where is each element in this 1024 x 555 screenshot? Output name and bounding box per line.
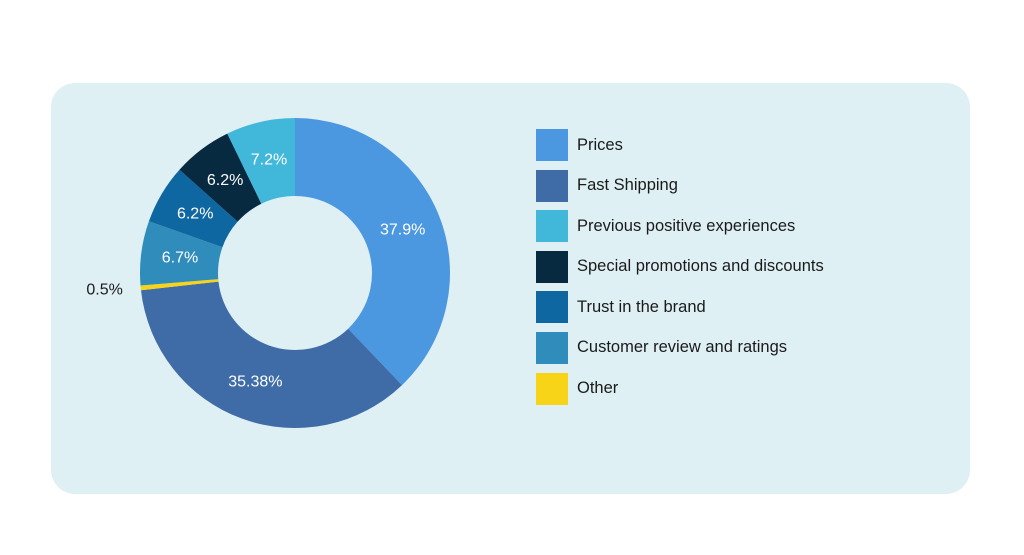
- slice-label: 0.5%: [86, 282, 122, 299]
- slice-label: 6.2%: [207, 172, 243, 189]
- donut-slice: [140, 281, 403, 428]
- slice-label: 7.2%: [251, 151, 287, 168]
- legend-item: Other: [536, 372, 824, 405]
- slice-label: 37.9%: [380, 221, 425, 238]
- legend-swatch: [536, 129, 568, 161]
- legend-item: Previous positive experiences: [536, 210, 824, 243]
- legend-label: Customer review and ratings: [577, 338, 788, 357]
- slice-label: 6.2%: [177, 205, 213, 222]
- legend-label: Previous positive experiences: [577, 216, 796, 235]
- donut-slice: [179, 133, 262, 222]
- legend-item: Fast Shipping: [536, 169, 824, 202]
- legend-label: Special promotions and discounts: [577, 257, 824, 276]
- legend-item: Trust in the brand: [536, 291, 824, 324]
- legend-label: Trust in the brand: [577, 297, 706, 316]
- donut-slice: [227, 118, 295, 204]
- legend-label: Prices: [577, 135, 623, 154]
- slice-label: 35.38%: [228, 374, 282, 391]
- legend-swatch: [536, 250, 568, 283]
- legend: Prices Fast Shipping Previous positive e…: [536, 129, 824, 413]
- legend-swatch: [536, 169, 568, 202]
- slice-label: 6.7%: [162, 249, 198, 266]
- legend-swatch: [536, 291, 568, 324]
- legend-label: Other: [577, 379, 619, 398]
- legend-label: Fast Shipping: [577, 176, 678, 195]
- legend-item: Prices: [536, 129, 824, 161]
- donut-slice: [148, 169, 238, 248]
- donut-slice: [140, 279, 219, 291]
- legend-item: Customer review and ratings: [536, 331, 824, 364]
- legend-swatch: [536, 372, 568, 405]
- legend-swatch: [536, 210, 568, 243]
- legend-item: Special promotions and discounts: [536, 250, 824, 283]
- donut-slice: [139, 221, 223, 286]
- donut-slice: [295, 118, 450, 386]
- legend-swatch: [536, 331, 568, 364]
